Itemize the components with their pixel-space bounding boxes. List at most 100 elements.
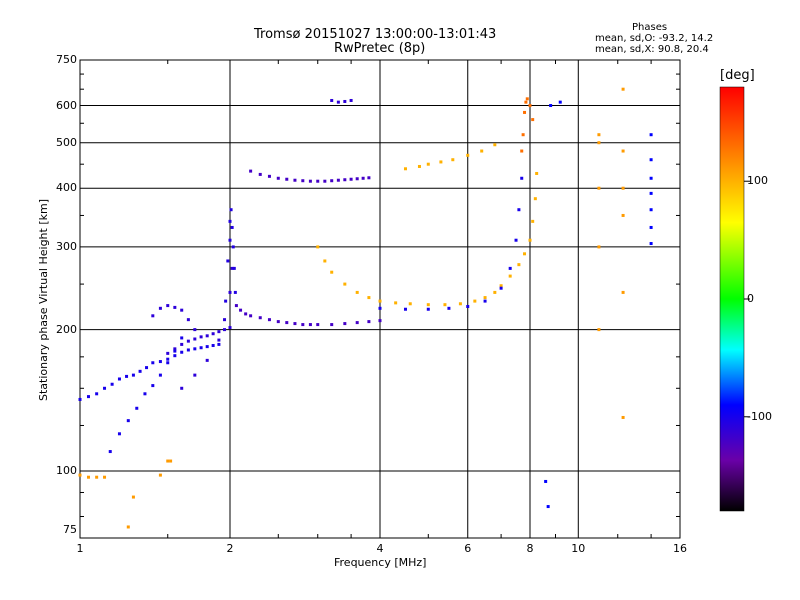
data-point: [417, 164, 421, 168]
data-point: [499, 286, 503, 290]
data-point: [466, 304, 470, 308]
data-point: [125, 374, 129, 378]
x-tick-label: 1: [76, 542, 84, 555]
data-point: [86, 395, 90, 399]
data-point: [403, 307, 407, 311]
data-point: [597, 141, 601, 145]
data-point: [316, 245, 320, 249]
data-point: [621, 186, 625, 190]
data-point: [394, 301, 398, 305]
data-point: [403, 167, 407, 171]
colorbar-tick-label: -100: [747, 409, 772, 423]
x-tick-label: 2: [226, 542, 234, 555]
data-point: [649, 242, 653, 246]
data-point: [224, 299, 228, 303]
data-point: [493, 143, 497, 147]
data-point: [293, 178, 297, 182]
data-point: [520, 149, 524, 153]
data-point: [458, 302, 462, 306]
chart-subtitle: RwPretec (8p): [334, 41, 426, 56]
data-point: [239, 308, 243, 312]
data-point: [649, 158, 653, 162]
data-point: [621, 290, 625, 294]
phases-title: Phases: [632, 22, 668, 33]
colorbar: [719, 86, 745, 512]
data-point: [205, 345, 209, 349]
data-point: [285, 321, 289, 325]
data-point: [451, 158, 455, 162]
data-point: [649, 176, 653, 180]
data-point: [558, 100, 562, 104]
data-point: [135, 406, 139, 410]
data-point: [514, 238, 518, 242]
data-point: [244, 312, 248, 316]
data-point: [211, 344, 215, 348]
data-point: [546, 505, 550, 509]
data-point: [276, 320, 280, 324]
data-point: [473, 299, 477, 303]
data-point: [151, 314, 155, 318]
data-point: [180, 336, 184, 340]
data-point: [649, 225, 653, 229]
data-point: [173, 354, 177, 358]
data-point: [349, 177, 353, 181]
x-axis-label: Frequency [MHz]: [334, 556, 427, 569]
data-point: [621, 415, 625, 419]
data-point: [126, 419, 130, 423]
data-point: [649, 133, 653, 137]
data-point: [78, 473, 82, 477]
data-point: [361, 176, 365, 180]
data-point: [151, 361, 155, 365]
data-point: [330, 323, 334, 327]
data-point: [336, 100, 340, 104]
data-point: [330, 179, 334, 183]
data-point: [508, 266, 512, 270]
x-tick-label: 4: [376, 542, 384, 555]
data-point: [110, 382, 114, 386]
data-point: [158, 373, 162, 377]
data-point: [199, 335, 203, 339]
data-point: [186, 339, 190, 343]
data-point: [378, 319, 382, 323]
data-point: [597, 133, 601, 137]
data-point: [131, 373, 135, 377]
data-point: [649, 191, 653, 195]
y-tick-label: 100: [56, 463, 77, 477]
data-point: [86, 475, 90, 479]
data-point: [249, 169, 253, 173]
data-point: [166, 351, 170, 355]
data-point: [520, 176, 524, 180]
data-point: [138, 369, 142, 373]
data-point: [228, 326, 232, 330]
colorbar-label: [deg]: [720, 68, 755, 83]
data-point: [597, 328, 601, 332]
data-point: [531, 118, 535, 122]
data-point: [258, 316, 262, 320]
data-point: [180, 308, 184, 312]
colorbar-tick-label: 0: [747, 292, 754, 305]
y-tick-label: 75: [63, 522, 77, 536]
data-point: [166, 459, 170, 463]
data-point: [217, 342, 221, 346]
data-point: [217, 330, 221, 334]
data-point: [483, 299, 487, 303]
data-point: [233, 290, 237, 294]
data-point: [499, 284, 503, 288]
data-point: [166, 357, 170, 361]
data-point: [426, 307, 430, 311]
data-point: [193, 337, 197, 341]
x-tick-label: 10: [571, 542, 586, 555]
data-point: [466, 153, 470, 157]
data-point: [228, 238, 232, 242]
x-tick-label: 8: [526, 542, 534, 555]
data-point: [166, 361, 170, 365]
y-tick-label: 200: [56, 322, 77, 336]
data-point: [231, 245, 235, 249]
data-point: [205, 334, 209, 338]
data-point: [223, 318, 227, 322]
data-point: [508, 274, 512, 278]
data-point: [229, 208, 233, 212]
data-point: [180, 386, 184, 390]
plot-frame: [79, 59, 681, 539]
data-point: [378, 306, 382, 310]
